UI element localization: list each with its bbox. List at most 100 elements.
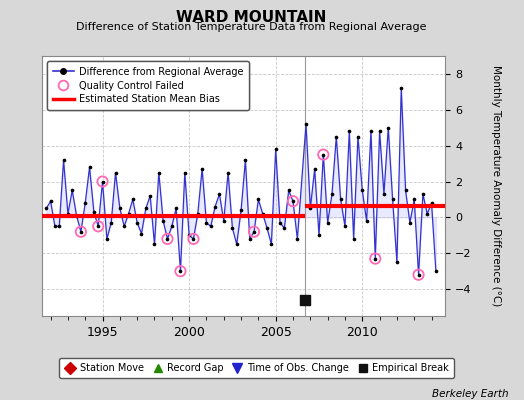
Point bbox=[285, 187, 293, 194]
Text: WARD MOUNTAIN: WARD MOUNTAIN bbox=[177, 10, 326, 25]
Y-axis label: Monthly Temperature Anomaly Difference (°C): Monthly Temperature Anomaly Difference (… bbox=[491, 65, 501, 307]
Point bbox=[85, 164, 94, 170]
Legend: Station Move, Record Gap, Time of Obs. Change, Empirical Break: Station Move, Record Gap, Time of Obs. C… bbox=[60, 358, 454, 378]
Point bbox=[99, 178, 107, 185]
Point bbox=[64, 210, 72, 217]
Point bbox=[332, 134, 341, 140]
Point bbox=[428, 200, 436, 206]
Point bbox=[280, 225, 289, 231]
Point bbox=[380, 191, 388, 197]
Point bbox=[263, 225, 271, 231]
Text: Difference of Station Temperature Data from Regional Average: Difference of Station Temperature Data f… bbox=[77, 22, 427, 32]
Point bbox=[302, 121, 310, 127]
Point bbox=[146, 193, 155, 199]
Point bbox=[189, 236, 198, 242]
Point bbox=[77, 228, 85, 235]
Point bbox=[271, 146, 280, 152]
Point bbox=[384, 124, 392, 131]
Point bbox=[159, 218, 167, 224]
Point bbox=[59, 157, 68, 163]
Point bbox=[181, 169, 189, 176]
Point bbox=[47, 198, 55, 204]
Point bbox=[185, 232, 193, 238]
Point bbox=[315, 232, 323, 238]
Point bbox=[375, 128, 384, 134]
Point bbox=[176, 268, 184, 274]
Point bbox=[228, 225, 237, 231]
Point bbox=[323, 220, 332, 226]
Point bbox=[103, 236, 111, 242]
Point bbox=[215, 191, 224, 197]
Point bbox=[350, 236, 358, 242]
Point bbox=[406, 220, 414, 226]
Point bbox=[414, 272, 423, 278]
Point bbox=[319, 152, 328, 158]
Point bbox=[254, 196, 263, 203]
Point bbox=[419, 191, 427, 197]
Point bbox=[193, 210, 202, 217]
Legend: Difference from Regional Average, Quality Control Failed, Estimated Station Mean: Difference from Regional Average, Qualit… bbox=[47, 61, 249, 110]
Point bbox=[432, 268, 440, 274]
Point bbox=[336, 196, 345, 203]
Point bbox=[246, 236, 254, 242]
Point bbox=[363, 218, 371, 224]
Point bbox=[155, 169, 163, 176]
Point bbox=[77, 228, 85, 235]
Point bbox=[211, 204, 219, 210]
Point bbox=[107, 220, 115, 226]
Point bbox=[68, 187, 77, 194]
Point bbox=[328, 191, 336, 197]
Point bbox=[99, 178, 107, 185]
Point bbox=[72, 212, 81, 219]
Point bbox=[176, 268, 184, 274]
Point bbox=[423, 210, 431, 217]
Point bbox=[133, 220, 141, 226]
Point bbox=[94, 223, 102, 230]
Point bbox=[250, 228, 258, 235]
Point bbox=[55, 223, 63, 230]
Point bbox=[371, 256, 379, 262]
Point bbox=[397, 85, 406, 92]
Point bbox=[289, 198, 297, 204]
Point bbox=[111, 169, 119, 176]
Point bbox=[319, 152, 328, 158]
Point bbox=[414, 272, 423, 278]
Point bbox=[233, 241, 241, 248]
Point bbox=[150, 241, 159, 248]
Point bbox=[124, 210, 133, 217]
Point bbox=[220, 218, 228, 224]
Point bbox=[371, 256, 379, 262]
Point bbox=[189, 236, 198, 242]
Point bbox=[289, 198, 297, 204]
Point bbox=[163, 236, 172, 242]
Point bbox=[388, 196, 397, 203]
Point bbox=[241, 157, 249, 163]
Point bbox=[202, 220, 211, 226]
Point bbox=[137, 230, 146, 237]
Point bbox=[301, 297, 309, 303]
Point bbox=[116, 205, 124, 212]
Point bbox=[293, 236, 301, 242]
Point bbox=[410, 196, 419, 203]
Point bbox=[42, 205, 50, 212]
Point bbox=[94, 223, 102, 230]
Point bbox=[354, 134, 362, 140]
Point bbox=[141, 205, 150, 212]
Point bbox=[258, 210, 267, 217]
Point bbox=[128, 196, 137, 203]
Point bbox=[168, 223, 176, 230]
Point bbox=[163, 236, 172, 242]
Point bbox=[206, 223, 215, 230]
Point bbox=[250, 228, 258, 235]
Point bbox=[276, 220, 284, 226]
Point bbox=[392, 259, 401, 266]
Point bbox=[341, 223, 349, 230]
Point bbox=[237, 207, 245, 214]
Point bbox=[345, 128, 354, 134]
Point bbox=[310, 166, 319, 172]
Point bbox=[358, 187, 366, 194]
Point bbox=[224, 169, 232, 176]
Point bbox=[306, 205, 314, 212]
Point bbox=[90, 209, 98, 215]
Point bbox=[267, 241, 276, 248]
